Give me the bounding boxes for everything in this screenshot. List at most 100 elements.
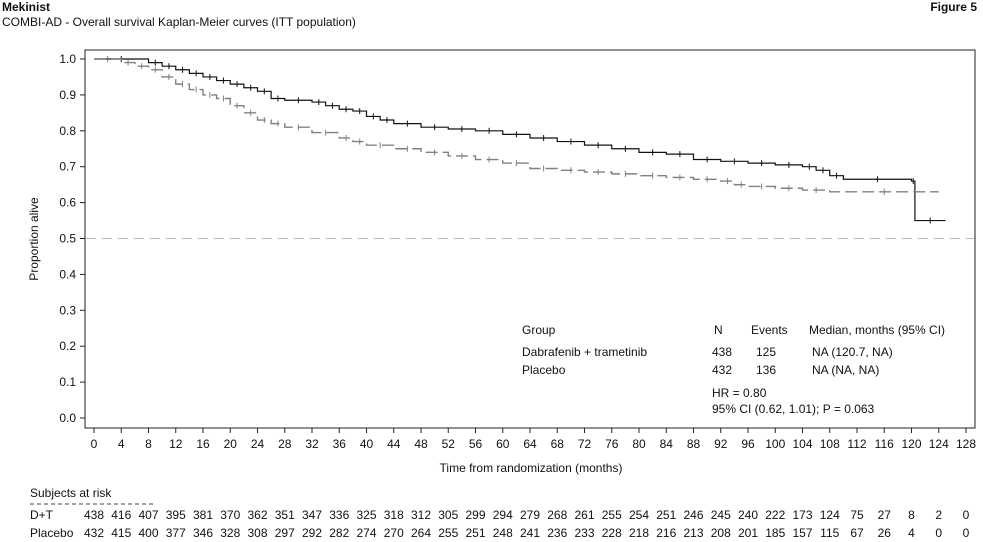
x-tick-label: 104: [792, 437, 812, 451]
risk-value-placebo: 0: [935, 526, 942, 540]
risk-value-dt: 438: [84, 508, 104, 522]
y-tick-label: 0.4: [59, 267, 76, 281]
x-tick-label: 60: [496, 437, 510, 451]
risk-value-placebo: 0: [963, 526, 970, 540]
x-tick-label: 72: [578, 437, 592, 451]
risk-value-placebo: 292: [302, 526, 322, 540]
risk-value-placebo: 236: [547, 526, 567, 540]
risk-value-placebo: 4: [908, 526, 915, 540]
x-tick-label: 84: [660, 437, 674, 451]
risk-value-placebo: 270: [384, 526, 404, 540]
y-tick-label: 0.8: [59, 124, 76, 138]
risk-value-dt: 261: [574, 508, 594, 522]
brand-title: Mekinist: [2, 0, 51, 14]
risk-value-dt: 255: [602, 508, 622, 522]
legend-header-group: Group: [522, 323, 556, 337]
y-tick-label: 0.1: [59, 375, 76, 389]
y-tick-label: 0.6: [59, 196, 76, 210]
km-curve-placebo: [94, 58, 939, 193]
y-tick-label: 1.0: [59, 52, 76, 66]
x-tick-label: 24: [251, 437, 265, 451]
x-tick-label: 56: [469, 437, 483, 451]
x-tick-label: 48: [414, 437, 428, 451]
risk-row-label-dt: D+T: [30, 508, 54, 522]
risk-value-placebo: 255: [438, 526, 458, 540]
risk-value-dt: 2: [935, 508, 942, 522]
risk-value-dt: 407: [138, 508, 158, 522]
x-tick-label: 68: [551, 437, 565, 451]
risk-value-dt: 268: [547, 508, 567, 522]
risk-value-dt: 395: [166, 508, 186, 522]
risk-value-dt: 362: [247, 508, 267, 522]
x-tick-label: 96: [741, 437, 755, 451]
risk-value-dt: 318: [384, 508, 404, 522]
legend-header-events: Events: [751, 323, 788, 337]
risk-value-placebo: 400: [138, 526, 158, 540]
legend-header-median: Median, months (95% CI): [809, 323, 945, 337]
y-tick-label: 0.2: [59, 339, 76, 353]
x-tick-label: 128: [956, 437, 976, 451]
risk-value-dt: 0: [963, 508, 970, 522]
x-tick-label: 0: [91, 437, 98, 451]
risk-table: Subjects at risk D+T Placebo 438 416 407 39…: [30, 486, 970, 540]
risk-value-placebo: 185: [765, 526, 785, 540]
risk-value-dt: 312: [411, 508, 431, 522]
x-tick-label: 36: [333, 437, 347, 451]
risk-value-dt: 294: [493, 508, 513, 522]
risk-value-placebo: 26: [878, 526, 892, 540]
x-tick-label: 4: [118, 437, 125, 451]
risk-value-dt: 370: [220, 508, 240, 522]
x-tick-label: 32: [305, 437, 319, 451]
risk-value-dt: 124: [820, 508, 840, 522]
risk-value-placebo: 346: [193, 526, 213, 540]
legend-row-placebo-median: NA (NA, NA): [812, 363, 879, 377]
risk-value-placebo: 432: [84, 526, 104, 540]
risk-value-dt: 351: [275, 508, 295, 522]
risk-value-placebo: 251: [465, 526, 485, 540]
legend: Group N Events Median, months (95% CI) D…: [522, 323, 945, 416]
x-tick-label: 8: [145, 437, 152, 451]
x-axis-label: Time from randomization (months): [440, 461, 623, 475]
x-tick-label: 12: [169, 437, 183, 451]
x-tick-label: 76: [605, 437, 619, 451]
risk-row-label-placebo: Placebo: [30, 526, 74, 540]
figure-label: Figure 5: [930, 0, 977, 14]
risk-value-dt: 416: [111, 508, 131, 522]
risk-value-placebo: 248: [493, 526, 513, 540]
legend-hr: HR = 0.80: [712, 386, 767, 400]
risk-value-dt: 75: [850, 508, 864, 522]
x-tick-label: 40: [360, 437, 374, 451]
risk-value-dt: 336: [329, 508, 349, 522]
legend-row-dt-name: Dabrafenib + trametinib: [522, 345, 647, 359]
x-tick-label: 116: [875, 437, 894, 451]
risk-value-placebo: 233: [574, 526, 594, 540]
risk-value-dt: 347: [302, 508, 322, 522]
risk-value-dt: 245: [711, 508, 731, 522]
risk-value-dt: 381: [193, 508, 213, 522]
risk-value-placebo: 308: [247, 526, 267, 540]
risk-value-placebo: 415: [111, 526, 131, 540]
risk-value-placebo: 264: [411, 526, 431, 540]
x-tick-label: 64: [523, 437, 537, 451]
y-tick-label: 0.9: [59, 88, 76, 102]
risk-value-dt: 325: [356, 508, 376, 522]
risk-value-placebo: 241: [520, 526, 540, 540]
risk-value-placebo: 274: [356, 526, 376, 540]
x-tick-label: 88: [687, 437, 701, 451]
risk-value-placebo: 228: [602, 526, 622, 540]
risk-value-placebo: 282: [329, 526, 349, 540]
x-tick-label: 108: [820, 437, 840, 451]
x-tick-label: 124: [929, 437, 949, 451]
x-tick-label: 80: [632, 437, 646, 451]
risk-value-placebo: 157: [792, 526, 812, 540]
legend-row-dt-events: 125: [756, 345, 776, 359]
risk-value-dt: 254: [629, 508, 649, 522]
risk-value-placebo: 218: [629, 526, 649, 540]
risk-value-placebo: 213: [683, 526, 703, 540]
legend-row-placebo-name: Placebo: [522, 363, 566, 377]
x-tick-label: 120: [901, 437, 921, 451]
risk-value-dt: 279: [520, 508, 540, 522]
x-tick-label: 44: [387, 437, 401, 451]
risk-value-placebo: 377: [166, 526, 186, 540]
risk-value-placebo: 297: [275, 526, 295, 540]
